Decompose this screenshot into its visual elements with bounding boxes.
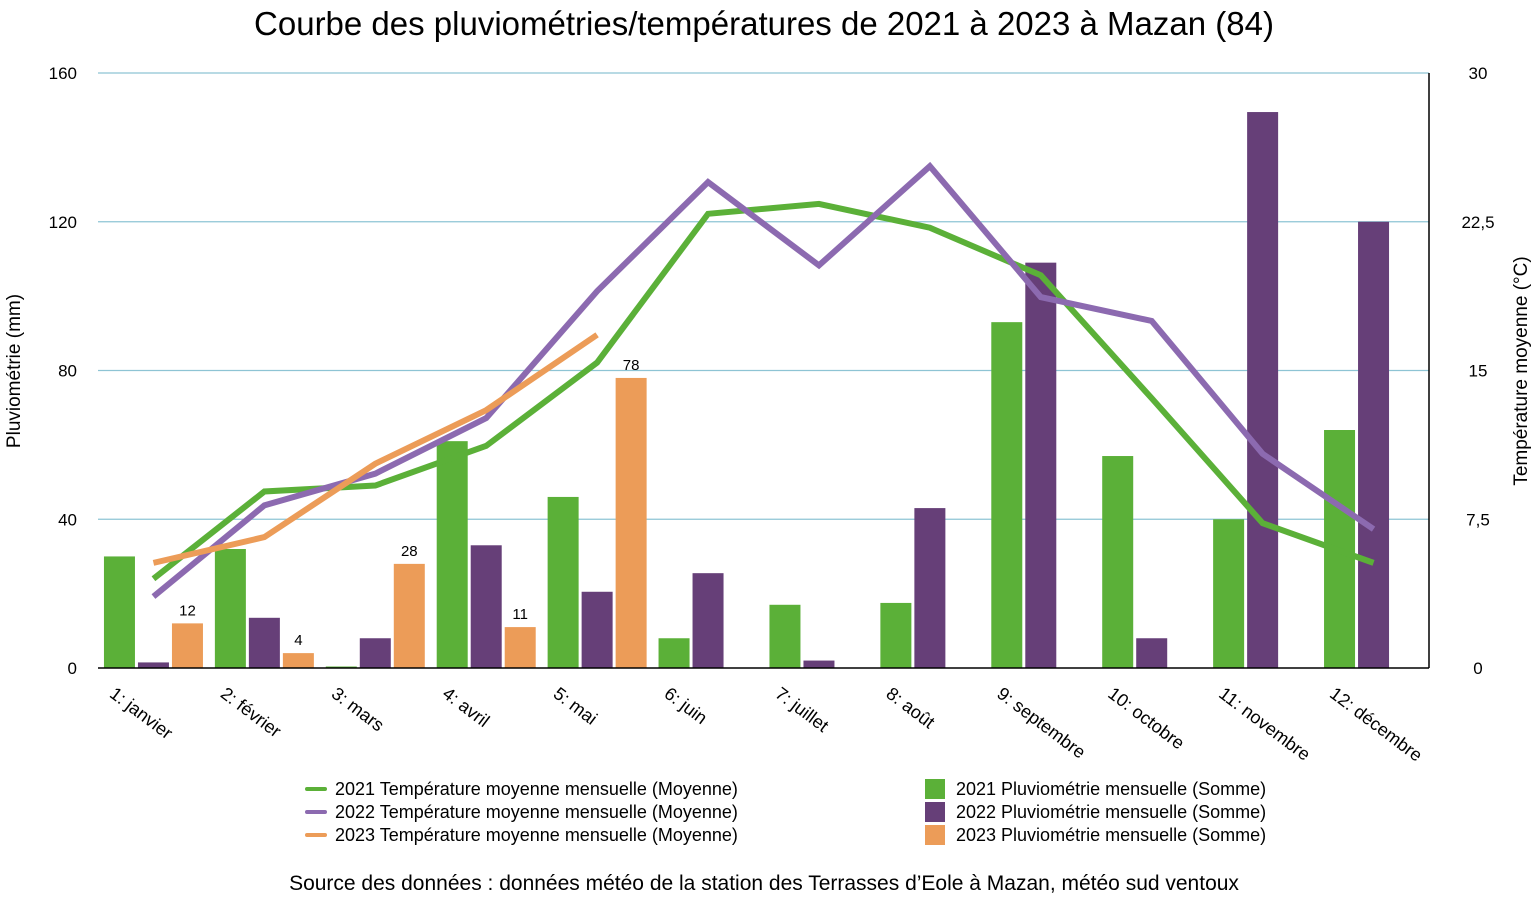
data-label: 12 — [179, 602, 196, 619]
x-tick-label: 11: novembre — [1215, 683, 1314, 764]
x-tick-label: 7: juillet — [772, 683, 833, 736]
bar — [436, 441, 468, 668]
bar — [1358, 221, 1390, 668]
x-tick-label: 2: février — [217, 683, 285, 741]
data-label: 78 — [623, 357, 640, 374]
bar — [803, 660, 835, 668]
x-tick-label: 1: janvier — [106, 683, 176, 743]
x-tick-label: 6: juin — [661, 683, 711, 728]
data-label: 28 — [401, 543, 418, 560]
temperature-line — [151, 200, 1375, 582]
bar — [547, 496, 579, 668]
x-tick-label: 3: mars — [328, 683, 388, 735]
y-tick-label: 40 — [58, 510, 77, 529]
y-tick-label: 160 — [49, 64, 77, 83]
bar — [248, 617, 280, 668]
x-tick-label: 12: décembre — [1326, 683, 1426, 765]
bar — [504, 627, 536, 668]
data-labels: 12 4 28 11 78 — [179, 357, 639, 649]
x-tick-label: 4: avril — [439, 683, 493, 731]
x-tick-label: 5: mai — [550, 683, 601, 728]
y2-tick-label: 0 — [1473, 659, 1482, 678]
temperature-line — [152, 332, 599, 566]
bar — [393, 563, 425, 668]
bar — [880, 602, 912, 668]
bar — [991, 322, 1023, 668]
y-tick-label: 120 — [49, 213, 77, 232]
y2-tick-label: 22,5 — [1461, 213, 1494, 232]
temperature-lines — [151, 161, 1376, 599]
bar — [658, 638, 690, 668]
y2-tick-label: 15 — [1469, 362, 1488, 381]
bars — [103, 112, 1390, 668]
bar — [1025, 262, 1057, 668]
y2-axis-title: Température moyenne (°C) — [1511, 256, 1532, 485]
gridlines — [98, 72, 1429, 520]
y2-tick-label: 7,5 — [1466, 510, 1490, 529]
bar — [470, 545, 502, 668]
bar — [171, 623, 203, 668]
bar — [914, 508, 946, 668]
x-tick-label: 8: août — [882, 683, 938, 732]
y-axis-title: Pluviométrie (mm) — [4, 294, 25, 448]
bar — [137, 662, 169, 668]
data-label: 4 — [294, 632, 302, 649]
data-label: 11 — [512, 606, 528, 623]
y-tick-label: 0 — [68, 659, 77, 678]
temperature-line — [151, 161, 1376, 599]
bar — [282, 653, 314, 668]
x-tick-label: 10: octobre — [1104, 683, 1188, 753]
y2-tick-label: 30 — [1469, 64, 1488, 83]
chart-title: Courbe des pluviométries/températures de… — [254, 5, 1274, 42]
bar — [214, 549, 246, 668]
bar — [359, 638, 391, 668]
bar — [103, 556, 135, 668]
source-note: Source des données : données météo de la… — [289, 872, 1239, 895]
bar — [1102, 456, 1134, 668]
bar — [1247, 112, 1279, 668]
bar — [1213, 519, 1245, 668]
bar — [692, 573, 724, 668]
x-tick-label: 9: septembre — [993, 683, 1089, 762]
bar — [615, 377, 647, 668]
bar — [1136, 638, 1168, 668]
bar — [581, 591, 613, 668]
y-tick-label: 80 — [58, 362, 77, 381]
bar — [769, 604, 801, 668]
